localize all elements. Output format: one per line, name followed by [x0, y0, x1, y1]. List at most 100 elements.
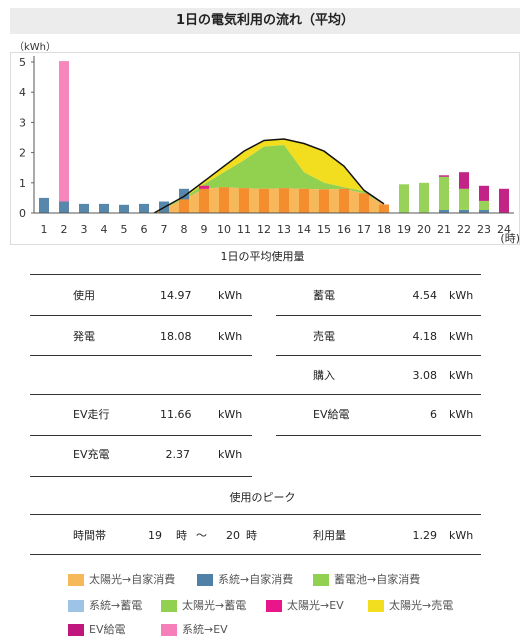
time-to-value: 20: [226, 529, 240, 542]
x-tick-label: 2: [61, 223, 68, 236]
legend-swatch: [313, 574, 329, 586]
divider: [30, 394, 481, 395]
generation-unit: kWh: [218, 330, 243, 343]
time-to-unit: 時: [246, 529, 257, 542]
bar-segment: [339, 188, 349, 213]
x-tick-label: 17: [357, 223, 371, 236]
legend-swatch: [368, 600, 384, 612]
x-tick-label: 20: [417, 223, 431, 236]
legend-label: 蓄電池→自家消費: [334, 573, 421, 586]
usage-flow-chart: （kWh） (時) 0 1 2 3 4 5 1 2 3 4 5 6 7 8 9 10 11 12 13 14 15 16 17 1…: [10, 40, 520, 245]
bar-segment: [419, 182, 429, 213]
time-from-value: 19: [148, 529, 162, 542]
x-tick-label: 3: [81, 223, 88, 236]
bar-segment: [99, 203, 109, 213]
solar-battery-area: [154, 145, 384, 213]
bar-segment: [399, 184, 409, 213]
x-tick-label: 23: [477, 223, 491, 236]
ev-drive-value: 11.66: [160, 408, 192, 421]
bar-segment: [379, 204, 389, 213]
x-tick-label: 15: [317, 223, 331, 236]
legend-swatch: [161, 624, 177, 636]
bar-segment: [79, 203, 89, 213]
bar-segment: [119, 204, 129, 213]
bar-segment: [59, 201, 69, 213]
x-axis-unit: (時): [500, 232, 520, 245]
y-tick-label: 3: [19, 116, 26, 129]
bar-segment: [39, 197, 49, 213]
usage-value: 14.97: [160, 289, 192, 302]
page-title: 1日の電気利用の流れ（平均）: [10, 8, 520, 34]
legend-label: 系統→自家消費: [218, 573, 294, 586]
bar-segment: [139, 203, 149, 213]
divider: [30, 355, 252, 356]
avg-usage-heading: 1日の平均使用量: [220, 250, 305, 263]
amount-value: 1.29: [412, 529, 438, 542]
ev-drive-label: EV走行: [73, 408, 110, 421]
bar-segment: [459, 188, 469, 210]
divider: [30, 274, 276, 275]
legend-label: 系統→蓄電: [89, 599, 143, 612]
x-tick-label: 19: [397, 223, 411, 236]
x-tick-label: 24: [497, 223, 511, 236]
bar-segment: [479, 185, 489, 201]
y-tick-label: 0: [19, 207, 26, 220]
x-tick-label: 13: [277, 223, 291, 236]
legend-label: 太陽光→蓄電: [182, 599, 247, 612]
x-tick-label: 14: [297, 223, 311, 236]
generation-line: [153, 138, 385, 214]
divider: [30, 476, 252, 477]
buy-label: 購入: [313, 369, 335, 382]
ev-charge-label: EV充電: [73, 448, 110, 461]
bar-segment: [259, 188, 269, 213]
bar-segment: [459, 172, 469, 189]
divider: [276, 435, 481, 436]
x-tick-label: 22: [457, 223, 471, 236]
bar-segment: [479, 200, 489, 210]
buy-unit: kWh: [449, 369, 474, 382]
x-tick-label: 10: [217, 223, 231, 236]
storage-unit: kWh: [449, 289, 474, 302]
x-tick-label: 12: [257, 223, 271, 236]
storage-value: 4.54: [412, 289, 438, 302]
time-separator: ～: [196, 529, 207, 542]
bar-segment: [279, 188, 289, 213]
x-tick-label: 8: [181, 223, 188, 236]
legend-label: 系統→EV: [182, 623, 228, 636]
x-tick-label: 4: [101, 223, 108, 236]
legend-swatch: [197, 574, 213, 586]
sell-value: 4.18: [412, 330, 438, 343]
divider: [30, 554, 481, 555]
y-axis-unit: （kWh）: [14, 41, 56, 53]
y-tick-label: 4: [19, 86, 26, 99]
sell-unit: kWh: [449, 330, 474, 343]
y-tick-label: 5: [19, 56, 26, 69]
divider: [30, 435, 252, 436]
bar-segment: [499, 188, 509, 213]
bar-segment: [199, 188, 209, 213]
x-tick-label: 21: [437, 223, 451, 236]
divider: [276, 355, 481, 356]
buy-value: 3.08: [412, 369, 438, 382]
legend-swatch: [68, 624, 84, 636]
bar-segment: [439, 176, 449, 210]
generation-value: 18.08: [160, 330, 192, 343]
amount-unit: kWh: [449, 529, 474, 542]
generation-label: 発電: [73, 330, 95, 343]
bar-segment: [359, 193, 369, 213]
legend-swatch: [68, 574, 84, 586]
amount-label: 利用量: [313, 529, 346, 542]
x-tick-label: 11: [237, 223, 251, 236]
x-tick-label: 16: [337, 223, 351, 236]
bar-segment: [439, 175, 449, 177]
legend-label: EV給電: [89, 623, 126, 636]
time-range-label: 時間帯: [73, 529, 106, 542]
divider: [276, 274, 481, 275]
y-tick-label: 1: [19, 177, 26, 190]
ev-charge-value: 2.37: [165, 448, 191, 461]
x-tick-label: 6: [141, 223, 148, 236]
legend-label: 太陽光→EV: [287, 599, 344, 612]
legend-swatch: [68, 600, 84, 612]
legend-swatch: [266, 600, 282, 612]
usage-label: 使用: [73, 289, 95, 302]
